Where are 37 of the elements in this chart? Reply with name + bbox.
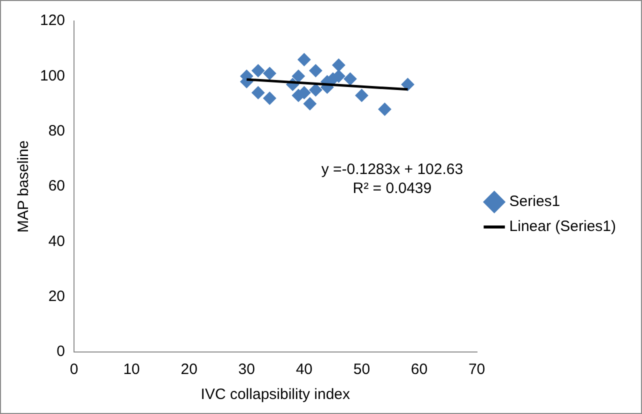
x-tick-label: 60 (410, 361, 428, 378)
point (332, 58, 346, 72)
y-tick-label: 80 (48, 122, 66, 140)
point (355, 88, 368, 102)
point (309, 83, 322, 96)
y-axis-title: MAP baseline (15, 140, 32, 233)
x-tick-label: 30 (238, 361, 255, 378)
point (378, 102, 392, 116)
point (298, 86, 311, 100)
annotation: R² = 0.0439 (352, 180, 432, 198)
point (252, 86, 265, 100)
y-tick-label: 20 (48, 288, 66, 305)
point (252, 64, 265, 78)
legend-label: Linear (Series1) (509, 218, 616, 236)
point (401, 78, 414, 91)
point (263, 92, 276, 105)
y-tick-label: 60 (48, 178, 66, 195)
point (292, 70, 305, 83)
point (344, 72, 357, 86)
x-tick-label: 20 (180, 361, 198, 378)
point (263, 66, 276, 80)
y-tick-label: 40 (48, 232, 66, 250)
legend-label: Series1 (509, 193, 560, 210)
point (298, 53, 311, 66)
y-tick-label: 120 (40, 12, 66, 30)
point (332, 70, 346, 83)
y-tick-label: 100 (40, 67, 66, 84)
x-tick-label: 0 (70, 361, 78, 378)
x-tick-label: 40 (296, 361, 313, 378)
x-tick-label: 50 (353, 361, 370, 378)
point (303, 97, 316, 110)
x-tick-label: 10 (123, 361, 140, 378)
point (309, 64, 322, 78)
x-axis-title: IVC collapsibility index (200, 386, 351, 404)
x-tick-label: 70 (468, 361, 486, 378)
annotation: y =-0.1283x + 102.63 (321, 161, 464, 178)
y-tick-label: 0 (56, 343, 66, 360)
